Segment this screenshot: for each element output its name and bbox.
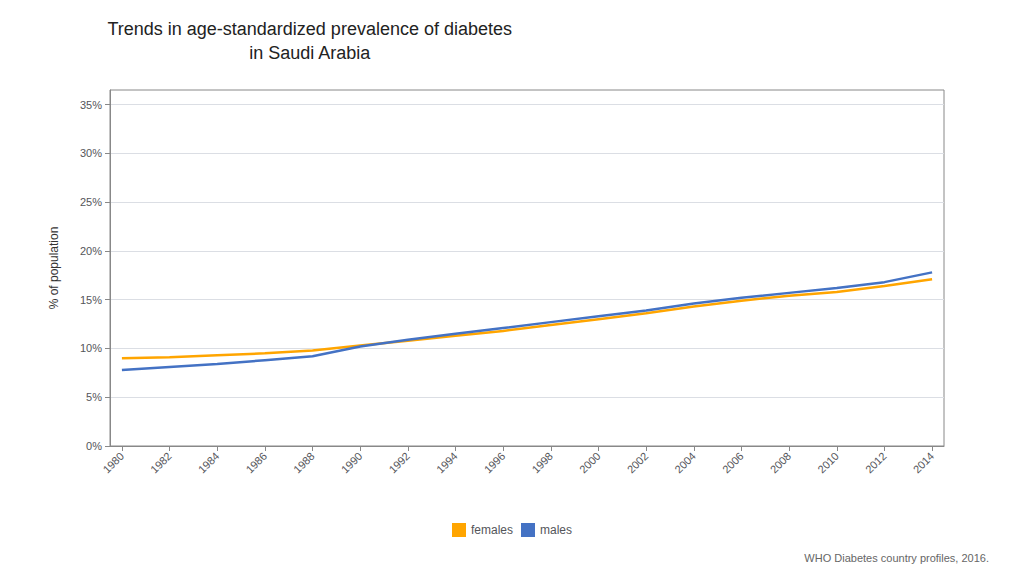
svg-text:25%: 25% bbox=[80, 196, 102, 208]
svg-text:in Saudi Arabia: in Saudi Arabia bbox=[249, 43, 371, 63]
svg-text:1994: 1994 bbox=[434, 450, 460, 476]
svg-text:Trends in age-standardized pre: Trends in age-standardized prevalence of… bbox=[107, 19, 512, 39]
svg-text:2004: 2004 bbox=[672, 450, 698, 476]
svg-text:WHO Diabetes country profiles,: WHO Diabetes country profiles, 2016. bbox=[804, 552, 989, 564]
svg-text:1984: 1984 bbox=[196, 450, 222, 476]
svg-text:10%: 10% bbox=[80, 342, 102, 354]
svg-text:2010: 2010 bbox=[815, 450, 841, 476]
svg-text:5%: 5% bbox=[86, 391, 102, 403]
svg-text:1980: 1980 bbox=[100, 450, 126, 476]
svg-text:% of population: % of population bbox=[47, 227, 61, 310]
svg-text:1990: 1990 bbox=[339, 450, 365, 476]
svg-text:2000: 2000 bbox=[577, 450, 603, 476]
svg-text:females: females bbox=[471, 523, 513, 537]
svg-text:15%: 15% bbox=[80, 294, 102, 306]
svg-text:1988: 1988 bbox=[291, 450, 317, 476]
svg-text:20%: 20% bbox=[80, 245, 102, 257]
svg-text:males: males bbox=[540, 523, 572, 537]
svg-text:2008: 2008 bbox=[768, 450, 794, 476]
svg-text:2012: 2012 bbox=[863, 450, 889, 476]
svg-text:2014: 2014 bbox=[911, 450, 937, 476]
svg-text:35%: 35% bbox=[80, 99, 102, 111]
svg-text:1982: 1982 bbox=[148, 450, 174, 476]
svg-text:1996: 1996 bbox=[482, 450, 508, 476]
svg-text:2006: 2006 bbox=[720, 450, 746, 476]
svg-text:2002: 2002 bbox=[625, 450, 651, 476]
svg-text:1998: 1998 bbox=[529, 450, 555, 476]
svg-text:1986: 1986 bbox=[243, 450, 269, 476]
svg-text:0%: 0% bbox=[86, 440, 102, 452]
svg-text:1992: 1992 bbox=[386, 450, 412, 476]
svg-text:30%: 30% bbox=[80, 147, 102, 159]
